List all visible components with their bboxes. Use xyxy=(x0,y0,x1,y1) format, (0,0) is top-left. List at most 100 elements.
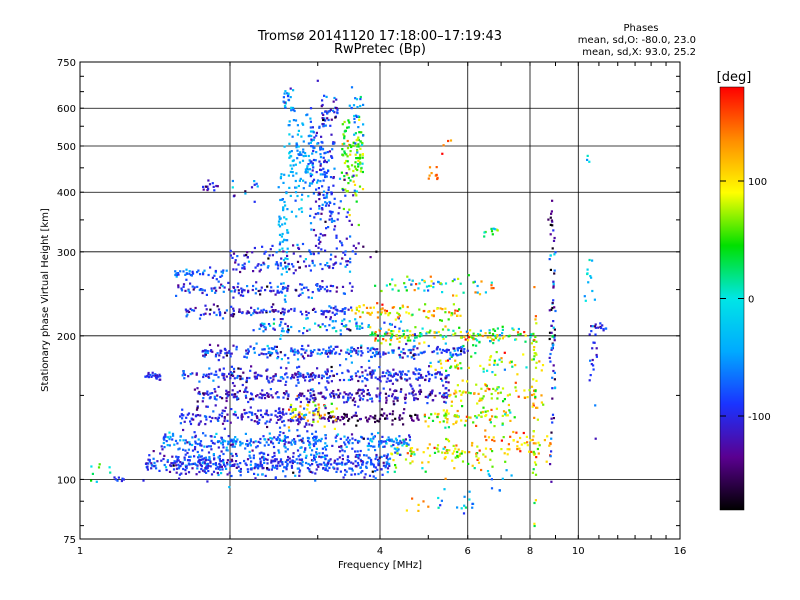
echo-point xyxy=(284,436,287,439)
echo-point xyxy=(232,286,236,289)
echo-point xyxy=(258,311,261,314)
echo-point xyxy=(519,332,522,336)
echo-point xyxy=(492,338,495,342)
echo-point xyxy=(368,474,372,477)
echo-point xyxy=(293,353,296,356)
echo-point xyxy=(399,307,402,310)
echo-point xyxy=(307,289,310,292)
echo-point xyxy=(417,372,420,375)
echo-point xyxy=(279,458,283,461)
echo-point xyxy=(185,416,188,419)
echo-point xyxy=(482,453,485,456)
echo-point xyxy=(278,225,282,228)
echo-point xyxy=(304,168,307,171)
echo-point xyxy=(359,458,362,461)
echo-point xyxy=(356,150,359,153)
echo-point xyxy=(426,331,429,334)
echo-point xyxy=(222,269,225,272)
echo-point xyxy=(316,212,320,215)
echo-point xyxy=(550,431,553,434)
echo-point xyxy=(500,360,503,363)
echo-point xyxy=(554,309,557,313)
echo-point xyxy=(149,373,152,377)
echo-point xyxy=(413,339,416,342)
echo-point xyxy=(330,370,333,373)
echo-point xyxy=(413,453,416,456)
echo-point xyxy=(359,471,363,474)
echo-point xyxy=(342,378,346,382)
echo-point xyxy=(328,324,331,327)
echo-point xyxy=(331,320,334,323)
echo-point xyxy=(198,460,201,463)
echo-point xyxy=(278,426,282,429)
echo-point xyxy=(330,402,333,405)
echo-point xyxy=(333,111,336,114)
echo-point xyxy=(215,184,218,188)
echo-point xyxy=(316,79,319,82)
echo-point xyxy=(312,400,315,404)
echo-point xyxy=(341,257,344,260)
echo-point xyxy=(341,308,344,311)
echo-point xyxy=(345,470,348,473)
echo-point xyxy=(185,278,188,281)
echo-point xyxy=(368,417,371,421)
echo-point xyxy=(221,422,225,425)
echo-point xyxy=(398,353,401,357)
echo-point xyxy=(234,410,237,413)
echo-point xyxy=(298,415,301,418)
echo-point xyxy=(299,418,303,421)
echo-point xyxy=(294,191,298,194)
echo-point xyxy=(297,393,301,397)
echo-point xyxy=(417,418,420,421)
echo-point xyxy=(428,454,432,457)
echo-point xyxy=(188,463,191,466)
echo-point xyxy=(444,477,447,480)
echo-point xyxy=(542,403,545,406)
echo-point xyxy=(321,374,324,377)
echo-point xyxy=(368,457,371,460)
echo-point xyxy=(365,462,368,465)
echo-point xyxy=(540,401,543,404)
echo-point xyxy=(268,420,271,423)
echo-point xyxy=(535,456,538,459)
echo-point xyxy=(505,414,508,417)
echo-point xyxy=(388,412,391,415)
echo-point xyxy=(391,393,394,396)
echo-point xyxy=(369,445,373,448)
echo-point xyxy=(418,368,421,371)
echo-point xyxy=(322,416,325,419)
echo-point xyxy=(321,112,324,115)
echo-point xyxy=(330,133,333,136)
echo-point xyxy=(588,333,591,336)
colorbar-tick-label: -100 xyxy=(748,412,771,423)
echo-point xyxy=(357,126,360,129)
echo-point xyxy=(257,289,260,293)
echo-point xyxy=(346,173,349,176)
echo-point xyxy=(345,414,348,418)
echo-point xyxy=(361,374,364,377)
echo-point xyxy=(279,464,282,467)
echo-point xyxy=(283,424,286,427)
echo-point xyxy=(245,463,248,467)
echo-point xyxy=(534,499,537,502)
echo-point xyxy=(391,419,394,422)
echo-point xyxy=(280,358,283,361)
echo-point xyxy=(373,465,376,468)
echo-point xyxy=(285,380,288,383)
echo-point xyxy=(500,357,503,360)
echo-point xyxy=(548,444,551,447)
echo-point xyxy=(314,455,317,458)
echo-point xyxy=(295,146,298,149)
echo-point xyxy=(307,296,310,299)
phase-stats-heading: Phases xyxy=(623,23,658,34)
echo-point xyxy=(402,329,405,332)
echo-point xyxy=(553,272,556,275)
echo-point xyxy=(433,451,437,454)
echo-point xyxy=(380,342,383,345)
echo-point xyxy=(367,350,370,353)
echo-point xyxy=(221,441,224,444)
echo-point xyxy=(317,374,321,377)
echo-point xyxy=(239,367,242,370)
echo-point xyxy=(238,375,241,378)
echo-point xyxy=(357,115,360,118)
